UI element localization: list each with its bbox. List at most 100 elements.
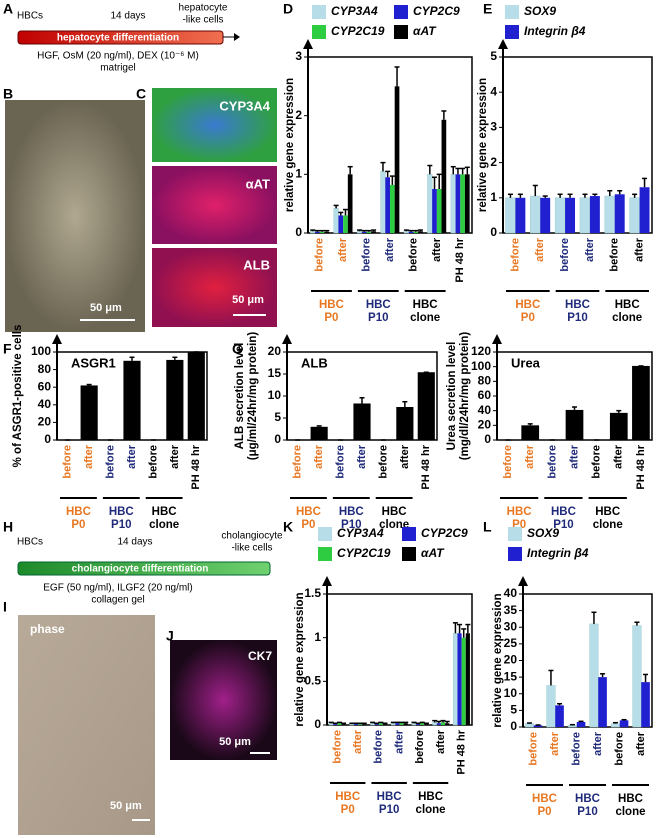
timeline-start: HBCs [17, 537, 43, 548]
x-tick-label: before [292, 445, 304, 479]
x-tick-label: after [352, 729, 364, 754]
timeline-duration: 14 days [110, 11, 145, 22]
bar [390, 184, 395, 233]
bar [328, 723, 334, 726]
bar [310, 230, 316, 234]
bar [632, 365, 650, 440]
bar [576, 722, 586, 727]
bar [515, 197, 526, 233]
y-tick-label: 60 [38, 379, 52, 393]
bar [356, 230, 363, 234]
arrowhead [234, 33, 240, 41]
bar [610, 723, 621, 728]
timeline-condition: HGF, OsM (20 ng/ml), DEX (10⁻⁶ M) [37, 51, 199, 62]
bar [411, 723, 417, 726]
bar [604, 195, 615, 234]
group-label: P0 [521, 312, 535, 324]
legend-label: Integrin β4 [524, 24, 586, 38]
legend-swatch [318, 547, 332, 561]
y-tick-label: 80 [38, 362, 52, 376]
bar [554, 197, 566, 234]
bar [521, 425, 540, 440]
legend-swatch [508, 527, 522, 541]
group-label: clone [593, 519, 623, 531]
bar [432, 722, 438, 726]
bar [567, 725, 578, 728]
x-tick-label: before [104, 445, 116, 479]
bar [436, 723, 441, 725]
bar [371, 231, 376, 233]
panel-label: H [3, 519, 13, 535]
bar [614, 194, 625, 233]
y-tick-label: 20 [478, 418, 492, 432]
axis-arrow [322, 576, 332, 586]
timeline-bar-label: hepatocyte differentiation [57, 33, 179, 44]
bar [461, 637, 466, 725]
group-label: clone [612, 312, 642, 324]
bar [530, 195, 541, 234]
group-label: clone [379, 519, 409, 531]
legend-swatch [402, 547, 416, 561]
x-tick-label: before [559, 238, 571, 272]
image-label: CK7 [248, 649, 272, 663]
group-label: HBC [595, 506, 620, 518]
x-tick-label: before [414, 730, 426, 764]
x-tick-label: before [373, 730, 385, 764]
group-label: HBC [507, 506, 532, 518]
scale-label: 50 μm [219, 736, 251, 748]
group-label: P10 [379, 804, 399, 816]
bar [343, 215, 348, 233]
y-axis-label: relative gene expression [477, 78, 489, 212]
bar [408, 231, 414, 233]
x-tick-label: before [502, 445, 514, 479]
group-label: HBC [335, 791, 360, 803]
y-axis-label: relative gene expression [492, 593, 504, 727]
y-tick-label: 2 [490, 155, 497, 169]
group-label: HBC [413, 299, 438, 311]
group-label: HBC [109, 506, 134, 518]
x-tick-label: after [633, 237, 645, 262]
bar [546, 685, 556, 728]
bar [341, 724, 346, 725]
x-tick-label: after [435, 729, 447, 754]
x-tick-label: after [126, 444, 138, 469]
x-tick-label: before [314, 238, 326, 272]
bar [609, 412, 628, 440]
bar [639, 187, 650, 233]
x-tick-label: before [509, 238, 521, 272]
legend-label: CYP2C19 [337, 546, 391, 560]
y-tick-label: 1 [295, 167, 302, 181]
y-tick-label: 20 [268, 344, 282, 358]
y-tick-label: 0 [510, 719, 517, 733]
inset-label: ALB [301, 355, 328, 370]
legend-swatch [312, 5, 326, 19]
legend-swatch [394, 5, 408, 19]
bar [358, 724, 363, 725]
bar [555, 705, 564, 727]
legend-swatch [402, 527, 416, 541]
y-tick-label: 100 [471, 359, 491, 373]
group-label: HBC [575, 793, 600, 805]
group-label: P10 [368, 312, 388, 324]
timeline-condition: matrigel [100, 63, 136, 74]
bar [436, 189, 442, 233]
legend-swatch [508, 547, 522, 561]
legend-label: CYP2C19 [331, 24, 385, 38]
group-label: HBC [339, 506, 364, 518]
bar [619, 720, 629, 727]
axis-arrow [492, 334, 502, 344]
group-label: HBC [319, 299, 344, 311]
group-label: HBC [565, 299, 590, 311]
bar [533, 725, 543, 727]
y-tick-label: 0 [44, 432, 51, 446]
bar [540, 197, 551, 233]
bar [396, 407, 414, 440]
group-label: HBC [418, 791, 443, 803]
bar [453, 633, 458, 726]
bar [319, 231, 325, 233]
y-tick-label: 3 [295, 49, 302, 63]
scale-label: 50 μm [232, 294, 264, 306]
image-label: CYP3A4 [219, 98, 270, 113]
image-label: ALB [243, 257, 270, 272]
image-label: αAT [246, 176, 270, 191]
